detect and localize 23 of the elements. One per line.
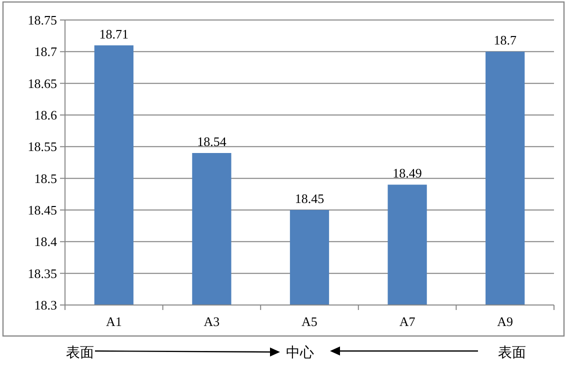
y-tick-label: 18.55 — [28, 139, 57, 154]
y-tick-label: 18.7 — [34, 44, 58, 60]
y-tick-label: 18.75 — [28, 12, 57, 28]
data-label: 18.49 — [392, 166, 422, 181]
y-tick-label: 18.65 — [28, 76, 57, 91]
data-label: 18.71 — [99, 26, 129, 42]
y-tick-label: 18.3 — [34, 298, 57, 313]
y-tick-label: 18.6 — [34, 108, 58, 123]
x-tick-label: A1 — [106, 314, 122, 329]
data-label: 18.45 — [294, 191, 324, 206]
x-tick-label: A7 — [399, 314, 416, 329]
y-tick-label: 18.5 — [34, 170, 57, 186]
y-tick-label: 18.45 — [28, 202, 57, 218]
x-tick-label: A3 — [204, 314, 220, 329]
text: 表面 — [498, 345, 526, 361]
y-tick-label: 18.4 — [34, 234, 58, 250]
x-tick-label: A5 — [302, 314, 318, 329]
y-tick-label: 18.35 — [28, 266, 57, 281]
data-label: 18.7 — [494, 32, 517, 48]
text: 表面 — [66, 345, 94, 361]
x-tick-label: A9 — [497, 314, 514, 329]
data-label: 18.54 — [197, 134, 227, 149]
text: 中心 — [286, 345, 314, 361]
